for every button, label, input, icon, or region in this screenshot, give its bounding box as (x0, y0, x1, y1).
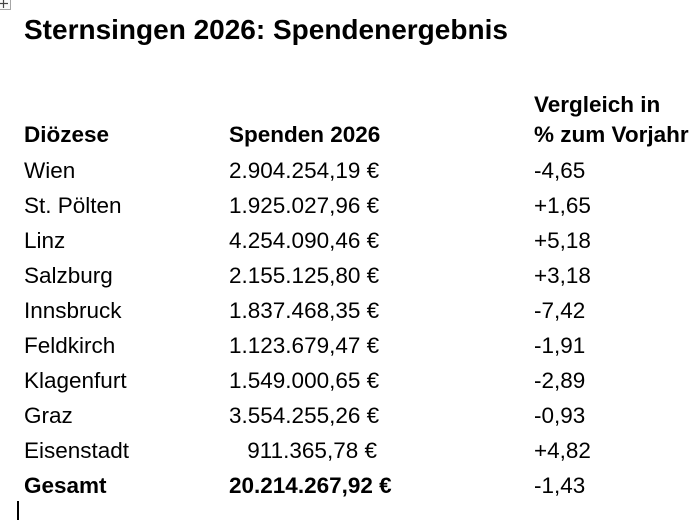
cell-vergleich: -1,43 (534, 473, 586, 498)
table-row: St. Pölten 1.925.027,96 € +1,65 (24, 188, 695, 223)
cell-dioezese: Eisenstadt (24, 438, 130, 463)
cell-vergleich: -0,93 (534, 403, 586, 428)
cell-spenden: 2.155.125,80 € (229, 263, 380, 288)
table-row: Salzburg 2.155.125,80 € +3,18 (24, 258, 695, 293)
cell-dioezese: Klagenfurt (24, 368, 127, 393)
column-header-vergleich: Vergleich in % zum Vorjahr (377, 90, 695, 150)
cell-vergleich: +5,18 (534, 228, 591, 253)
cell-dioezese: St. Pölten (24, 193, 122, 218)
table-row: Innsbruck 1.837.468,35 € -7,42 (24, 293, 695, 328)
cell-dioezese: Linz (24, 228, 66, 253)
table-row: Feldkirch 1.123.679,47 € -1,91 (24, 328, 695, 363)
cell-dioezese: Wien (24, 158, 76, 183)
table-header-row: Diözese Spenden 2026 Vergleich in % zum … (24, 90, 695, 150)
table-row: Gesamt 20.214.267,92 € -1,43 (24, 468, 695, 503)
cell-spenden: 911.365,78 € (247, 438, 377, 463)
column-header-vergleich-line1: Vergleich in (534, 92, 661, 117)
cell-spenden: 2.904.254,19 € (229, 158, 380, 183)
column-header-spenden: Spenden 2026 (229, 122, 381, 147)
cross-icon (0, 0, 8, 8)
table-row: Linz 4.254.090,46 € +5,18 (24, 223, 695, 258)
cell-dioezese: Feldkirch (24, 333, 116, 358)
cell-dioezese: Gesamt (24, 473, 107, 498)
cell-vergleich: +4,82 (534, 438, 591, 463)
cell-vergleich: -2,89 (534, 368, 586, 393)
cell-vergleich: +3,18 (534, 263, 591, 288)
table-row: Wien 2.904.254,19 € -4,65 (24, 153, 695, 188)
cell-spenden: 1.549.000,65 € (229, 368, 380, 393)
table-row: Eisenstadt 911.365,78 € +4,82 (24, 433, 695, 468)
text-cursor-caret (17, 501, 19, 520)
cell-spenden: 1.925.027,96 € (229, 193, 380, 218)
table-row: Klagenfurt 1.549.000,65 € -2,89 (24, 363, 695, 398)
cell-vergleich: +1,65 (534, 193, 591, 218)
cell-spenden: 20.214.267,92 € (229, 473, 392, 498)
table-row: Graz 3.554.255,26 € -0,93 (24, 398, 695, 433)
column-header-vergleich-line2: % zum Vorjahr (534, 122, 689, 147)
cell-dioezese: Salzburg (24, 263, 113, 288)
cell-vergleich: -1,91 (534, 333, 586, 358)
table-body: Wien 2.904.254,19 € -4,65 St. Pölten 1.925.0… (24, 153, 695, 503)
cell-spenden: 4.254.090,46 € (229, 228, 380, 253)
cell-dioezese: Graz (24, 403, 73, 428)
cell-spenden: 1.837.468,35 € (229, 298, 380, 323)
cell-vergleich: -7,42 (534, 298, 586, 323)
cell-vergleich: -4,65 (534, 158, 586, 183)
cell-dioezese: Innsbruck (24, 298, 122, 323)
table-move-handle-icon[interactable] (0, 0, 11, 10)
column-header-dioezese: Diözese (24, 122, 110, 147)
document-title: Sternsingen 2026: Spendenergebnis (24, 14, 508, 45)
cell-spenden: 3.554.255,26 € (229, 403, 380, 428)
cell-spenden: 1.123.679,47 € (229, 333, 380, 358)
donations-table: Diözese Spenden 2026 Vergleich in % zum … (24, 90, 695, 503)
